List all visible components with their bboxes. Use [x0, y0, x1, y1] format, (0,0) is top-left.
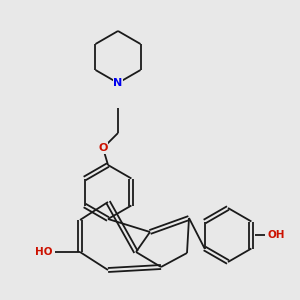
Text: O: O [98, 143, 108, 153]
Text: HO: HO [35, 247, 53, 257]
Text: OH: OH [267, 230, 284, 240]
Text: N: N [113, 78, 123, 88]
